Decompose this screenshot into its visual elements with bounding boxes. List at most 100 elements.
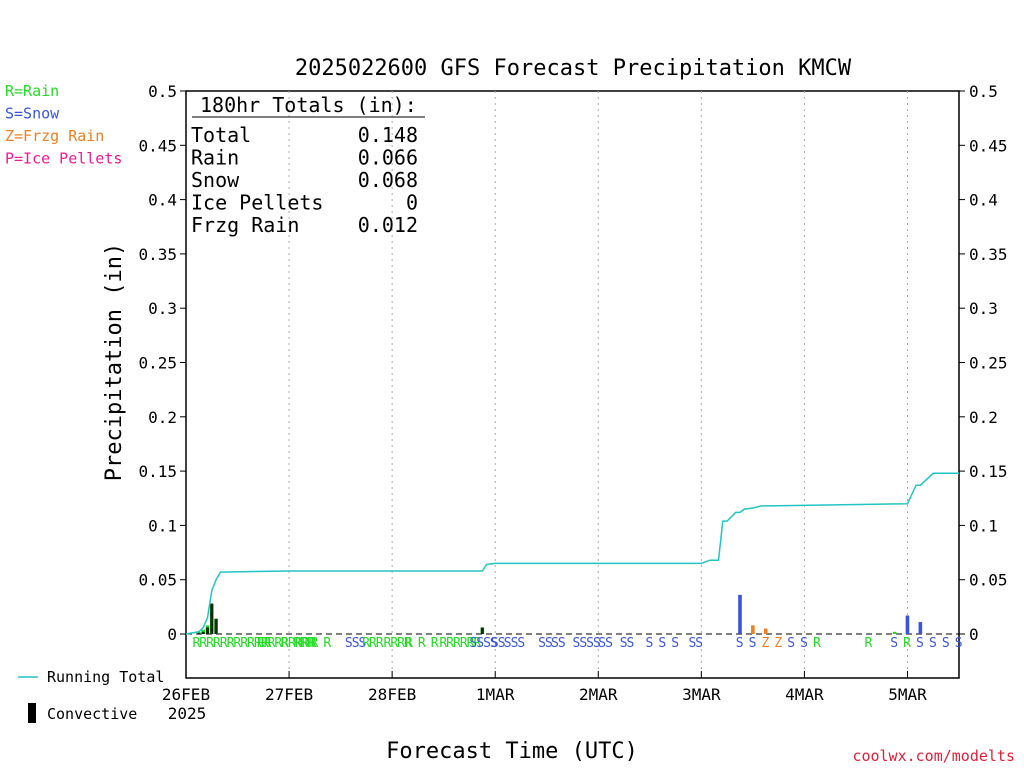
precip-type-label: R (418, 636, 426, 651)
x-tick-sublabel: 2025 (168, 704, 207, 723)
totals-box: 180hr Totals (in): Total 0.148 Rain 0.066 Sno… (191, 93, 425, 237)
convective-bar (197, 632, 201, 634)
precip-type-label: SS (491, 636, 505, 651)
y-tick-label-left: 0 (167, 625, 177, 644)
precip-type-label: R (405, 636, 413, 651)
x-tick-label: 2MAR (579, 685, 618, 704)
y-tick-label-right: 0.3 (969, 299, 998, 318)
x-axis-label: Forecast Time (UTC) (386, 739, 638, 764)
totals-row-label: Total (191, 123, 251, 147)
convective-legend-swatch (28, 703, 36, 723)
grid-lines (186, 91, 959, 678)
precip-type-label: SS (538, 636, 552, 651)
precip-type-label: S (916, 636, 923, 651)
precip-type-label: R (431, 636, 439, 651)
convective-bar (480, 627, 484, 634)
precip-type-label: RRR (362, 636, 384, 651)
precip-type-label: R (813, 636, 821, 651)
precip-type-label: S (658, 636, 665, 651)
precip-type-label: S (955, 636, 962, 651)
y-axis-label: Precipitation (in) (102, 243, 127, 481)
y-tick-label-right: 0.4 (969, 191, 998, 210)
convective-bar (214, 618, 218, 634)
precip-type-label: S (671, 636, 678, 651)
x-tick-label: 3MAR (682, 685, 721, 704)
precip-type-label: SSS (504, 636, 525, 651)
running-total-line (185, 472, 959, 635)
totals-row-value: 0.012 (358, 213, 418, 237)
precip-type-label: S (736, 636, 743, 651)
precip-type-label: S (787, 636, 794, 651)
running-total-legend-label: Running Total (47, 668, 164, 686)
precip-type-label: S (646, 636, 653, 651)
y-tick-label-right: 0.05 (969, 571, 1008, 590)
precip-type-label: R (903, 636, 911, 651)
totals-row-value: 0 (406, 191, 418, 215)
credit-text: coolwx.com/modelts (852, 747, 1015, 765)
convective-bars (197, 603, 484, 634)
series-legend: Running Total Convective (18, 668, 164, 723)
precip-type-label: SSSS (469, 636, 496, 651)
chart-title: 2025022600 GFS Forecast Precipitation KM… (295, 56, 852, 81)
x-tick-label: 1MAR (476, 685, 515, 704)
y-tick-label-right: 0.1 (969, 516, 998, 535)
totals-row-label: Rain (191, 146, 239, 170)
precip-bar (918, 622, 923, 634)
y-axis-ticks: 0 0 0.05 0.05 0.1 0.1 0.15 0.15 0.2 0.2 0.25 0.25 0.… (138, 82, 1007, 644)
totals-header: 180hr Totals (in): (200, 93, 417, 117)
y-tick-label-left: 0.25 (138, 354, 177, 373)
totals-row-value: 0.066 (358, 146, 418, 170)
y-tick-label-right: 0.35 (969, 245, 1008, 264)
precip-bar (751, 625, 755, 634)
x-tick-label: 26FEB (162, 685, 210, 704)
y-tick-label-left: 0.45 (138, 136, 177, 155)
y-tick-label-right: 0.45 (969, 136, 1008, 155)
precip-type-label: Z (761, 636, 769, 651)
totals-row-label: Snow (191, 168, 240, 192)
precip-type-label: SS (620, 636, 634, 651)
precip-type-label: S (890, 636, 897, 651)
convective-bar (205, 627, 209, 634)
precip-type-label: RR (257, 636, 272, 651)
x-tick-label: 28FEB (368, 685, 416, 704)
y-tick-label-right: 0.2 (969, 408, 998, 427)
precip-type-label: SS (551, 636, 565, 651)
y-tick-label-right: 0.25 (969, 354, 1008, 373)
y-tick-label-left: 0.5 (148, 82, 177, 101)
precip-type-label: RRRRRR (439, 636, 481, 651)
totals-row-label: Frzg Rain (191, 213, 299, 237)
precip-type-label: S (929, 636, 936, 651)
x-tick-label: 4MAR (785, 685, 824, 704)
totals-row-value: 0.148 (358, 123, 418, 147)
totals-row-value: 0.068 (358, 168, 418, 192)
running-total-series (185, 472, 959, 635)
precip-type-label: RRRR (384, 636, 412, 651)
y-tick-label-left: 0.35 (138, 245, 177, 264)
precip-type-label: S (942, 636, 949, 651)
precip-type-legend: R=Rain S=Snow Z=Frzg Rain P=Ice Pellets (5, 82, 122, 168)
precip-bars (197, 594, 923, 634)
y-tick-label-right: 0 (969, 625, 979, 644)
y-tick-label-left: 0.3 (148, 299, 177, 318)
y-tick-label-right: 0.5 (969, 82, 998, 101)
precip-bar (892, 631, 897, 634)
precip-type-legend-entry: S=Snow (5, 105, 60, 123)
precip-type-label: SSSS (573, 636, 600, 651)
totals-row-label: Ice Pellets (191, 191, 323, 215)
precip-type-label: R (311, 636, 319, 651)
precip-type-label: SSS (345, 636, 366, 651)
precip-type-label: R (865, 636, 873, 651)
y-tick-label-left: 0.15 (138, 462, 177, 481)
x-tick-label: 27FEB (265, 685, 313, 704)
y-tick-label-left: 0.2 (148, 408, 177, 427)
precip-type-label: R (323, 636, 331, 651)
precip-type-label: Z (774, 636, 782, 651)
convective-bar (210, 603, 214, 634)
precip-bar (763, 628, 768, 634)
convective-bar (201, 631, 205, 634)
precip-type-label: RRR (293, 636, 315, 651)
precip-type-label: SS (688, 636, 702, 651)
